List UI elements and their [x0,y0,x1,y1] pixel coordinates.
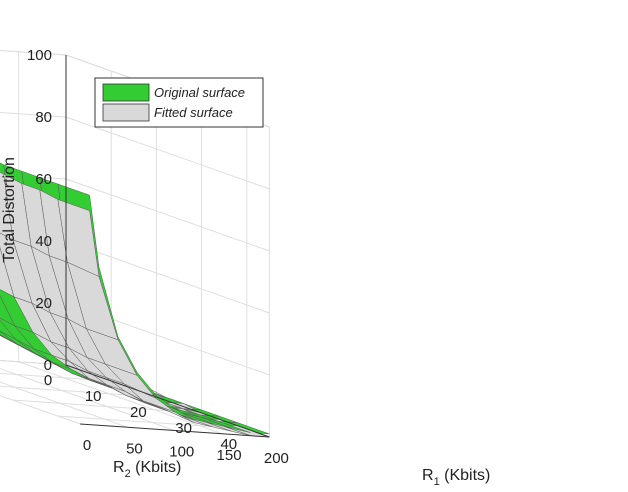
x-axis-line [80,423,270,438]
z-axis-title: Total Distortion [1,157,18,263]
axes-layer: 0 20 40 60 80 100 0 10 20 30 40 0 50 100 150 200 [27,47,289,467]
y-axis-title-sub: 2 [125,468,131,480]
y-axis-title-unit: (Kbits) [131,459,182,476]
legend-swatch-original [102,83,150,102]
y-tick-label: 0 [44,372,52,389]
y-tick-label: 10 [85,388,102,405]
z-tick-label: 80 [35,109,52,126]
x-axis-title-sub: 1 [434,476,440,488]
y-tick-label: 30 [175,420,192,437]
surface-layer [0,162,270,438]
x-tick-label: 200 [264,450,289,467]
x-tick-label: 50 [126,440,143,457]
x-tick-label: 150 [217,447,242,464]
x-tick-label: 100 [169,444,194,461]
x-axis-title-main: R [422,467,434,484]
z-tick-label: 100 [27,47,52,64]
y-axis-title: R2 (Kbits) [113,459,181,480]
x-gridline [0,395,81,425]
surface-patch-fitted [57,199,100,277]
z-tick-label: 0 [44,357,52,374]
x-axis-title: R1 (Kbits) [422,467,490,488]
y-tick-label: 20 [130,404,147,421]
z-tick-label: 60 [35,171,52,188]
z-tick-label: 40 [35,233,52,250]
y-tick-label: 40 [220,436,237,453]
x-tick-label: 0 [83,437,91,454]
legend-label-fitted: Fitted surface [154,105,233,120]
legend-label-original: Original surface [154,85,245,100]
x-axis-title-unit: (Kbits) [440,467,491,484]
y-axis-title-main: R [113,459,125,476]
legend: Original surface Fitted surface [94,77,264,128]
y-axis-line [65,364,270,438]
z-tick-label: 20 [35,295,52,312]
legend-swatch-fitted [102,103,150,122]
